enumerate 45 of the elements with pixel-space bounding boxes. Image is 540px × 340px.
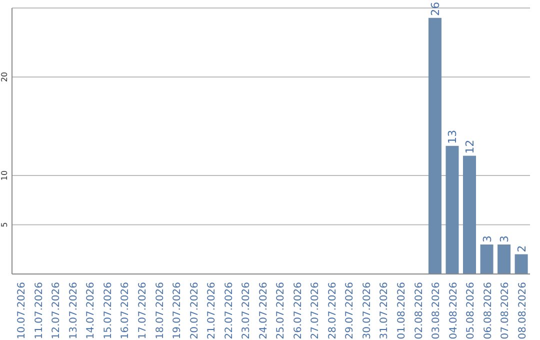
x-tick-label: 11.07.2026 [34,282,45,340]
x-tick-label: 16.07.2026 [120,282,132,340]
x-tick-label: 05.08.2026 [466,282,477,340]
x-tick-label: 25.07.2026 [276,282,287,340]
x-tick-label: 18.07.2026 [154,282,166,340]
bar [446,146,459,274]
bar [514,254,528,274]
y-tick-label: 5 [0,222,9,228]
x-tick-label: 31.07.2026 [379,282,390,340]
x-tick-label: 20.07.2026 [189,282,200,340]
x-tick-label: 30.07.2026 [362,282,373,340]
x-tick-label: 22.07.2026 [224,282,235,340]
bar [428,18,442,274]
x-tick-label: 08.08.2026 [517,282,528,340]
bar [463,156,476,274]
data-label: 2 [515,245,528,252]
x-tick-label: 04.08.2026 [448,282,460,340]
x-tick-label: 23.07.2026 [241,282,252,340]
x-tick-label: 17.07.2026 [138,282,148,340]
x-tick-label: 24.07.2026 [258,282,270,340]
x-tick-label: 29.07.2026 [344,282,356,340]
x-tick-label: 13.07.2026 [68,282,80,340]
x-tick-label: 10.07.2026 [16,282,28,340]
data-label: 26 [428,2,442,16]
data-label: 12 [464,140,477,154]
x-tick-label: 21.07.2026 [206,282,218,340]
x-tick-label: 12.07.2026 [51,282,62,340]
x-tick-label: 03.08.2026 [431,282,442,340]
data-label: 3 [498,235,512,242]
bar [480,244,494,274]
x-tick-label: 27.07.2026 [310,282,322,340]
x-tick-label: 06.08.2026 [482,282,494,340]
x-tick-label: 19.07.2026 [172,282,184,340]
x-tick-label: 15.07.2026 [102,282,114,340]
x-tick-label: 07.08.2026 [500,282,512,340]
data-label: 3 [480,235,494,242]
x-tick-label: 26.07.2026 [292,282,304,340]
y-tick-label: 20 [0,72,9,82]
bar [498,244,511,274]
x-tick-label: 28.07.2026 [327,282,338,340]
x-tick-label: 14.07.2026 [86,282,97,340]
x-tick-label: 01.08.2026 [396,282,408,340]
data-label: 13 [446,130,460,144]
y-tick-label: 10 [0,170,9,181]
x-tick-label: 02.08.2026 [414,282,425,340]
